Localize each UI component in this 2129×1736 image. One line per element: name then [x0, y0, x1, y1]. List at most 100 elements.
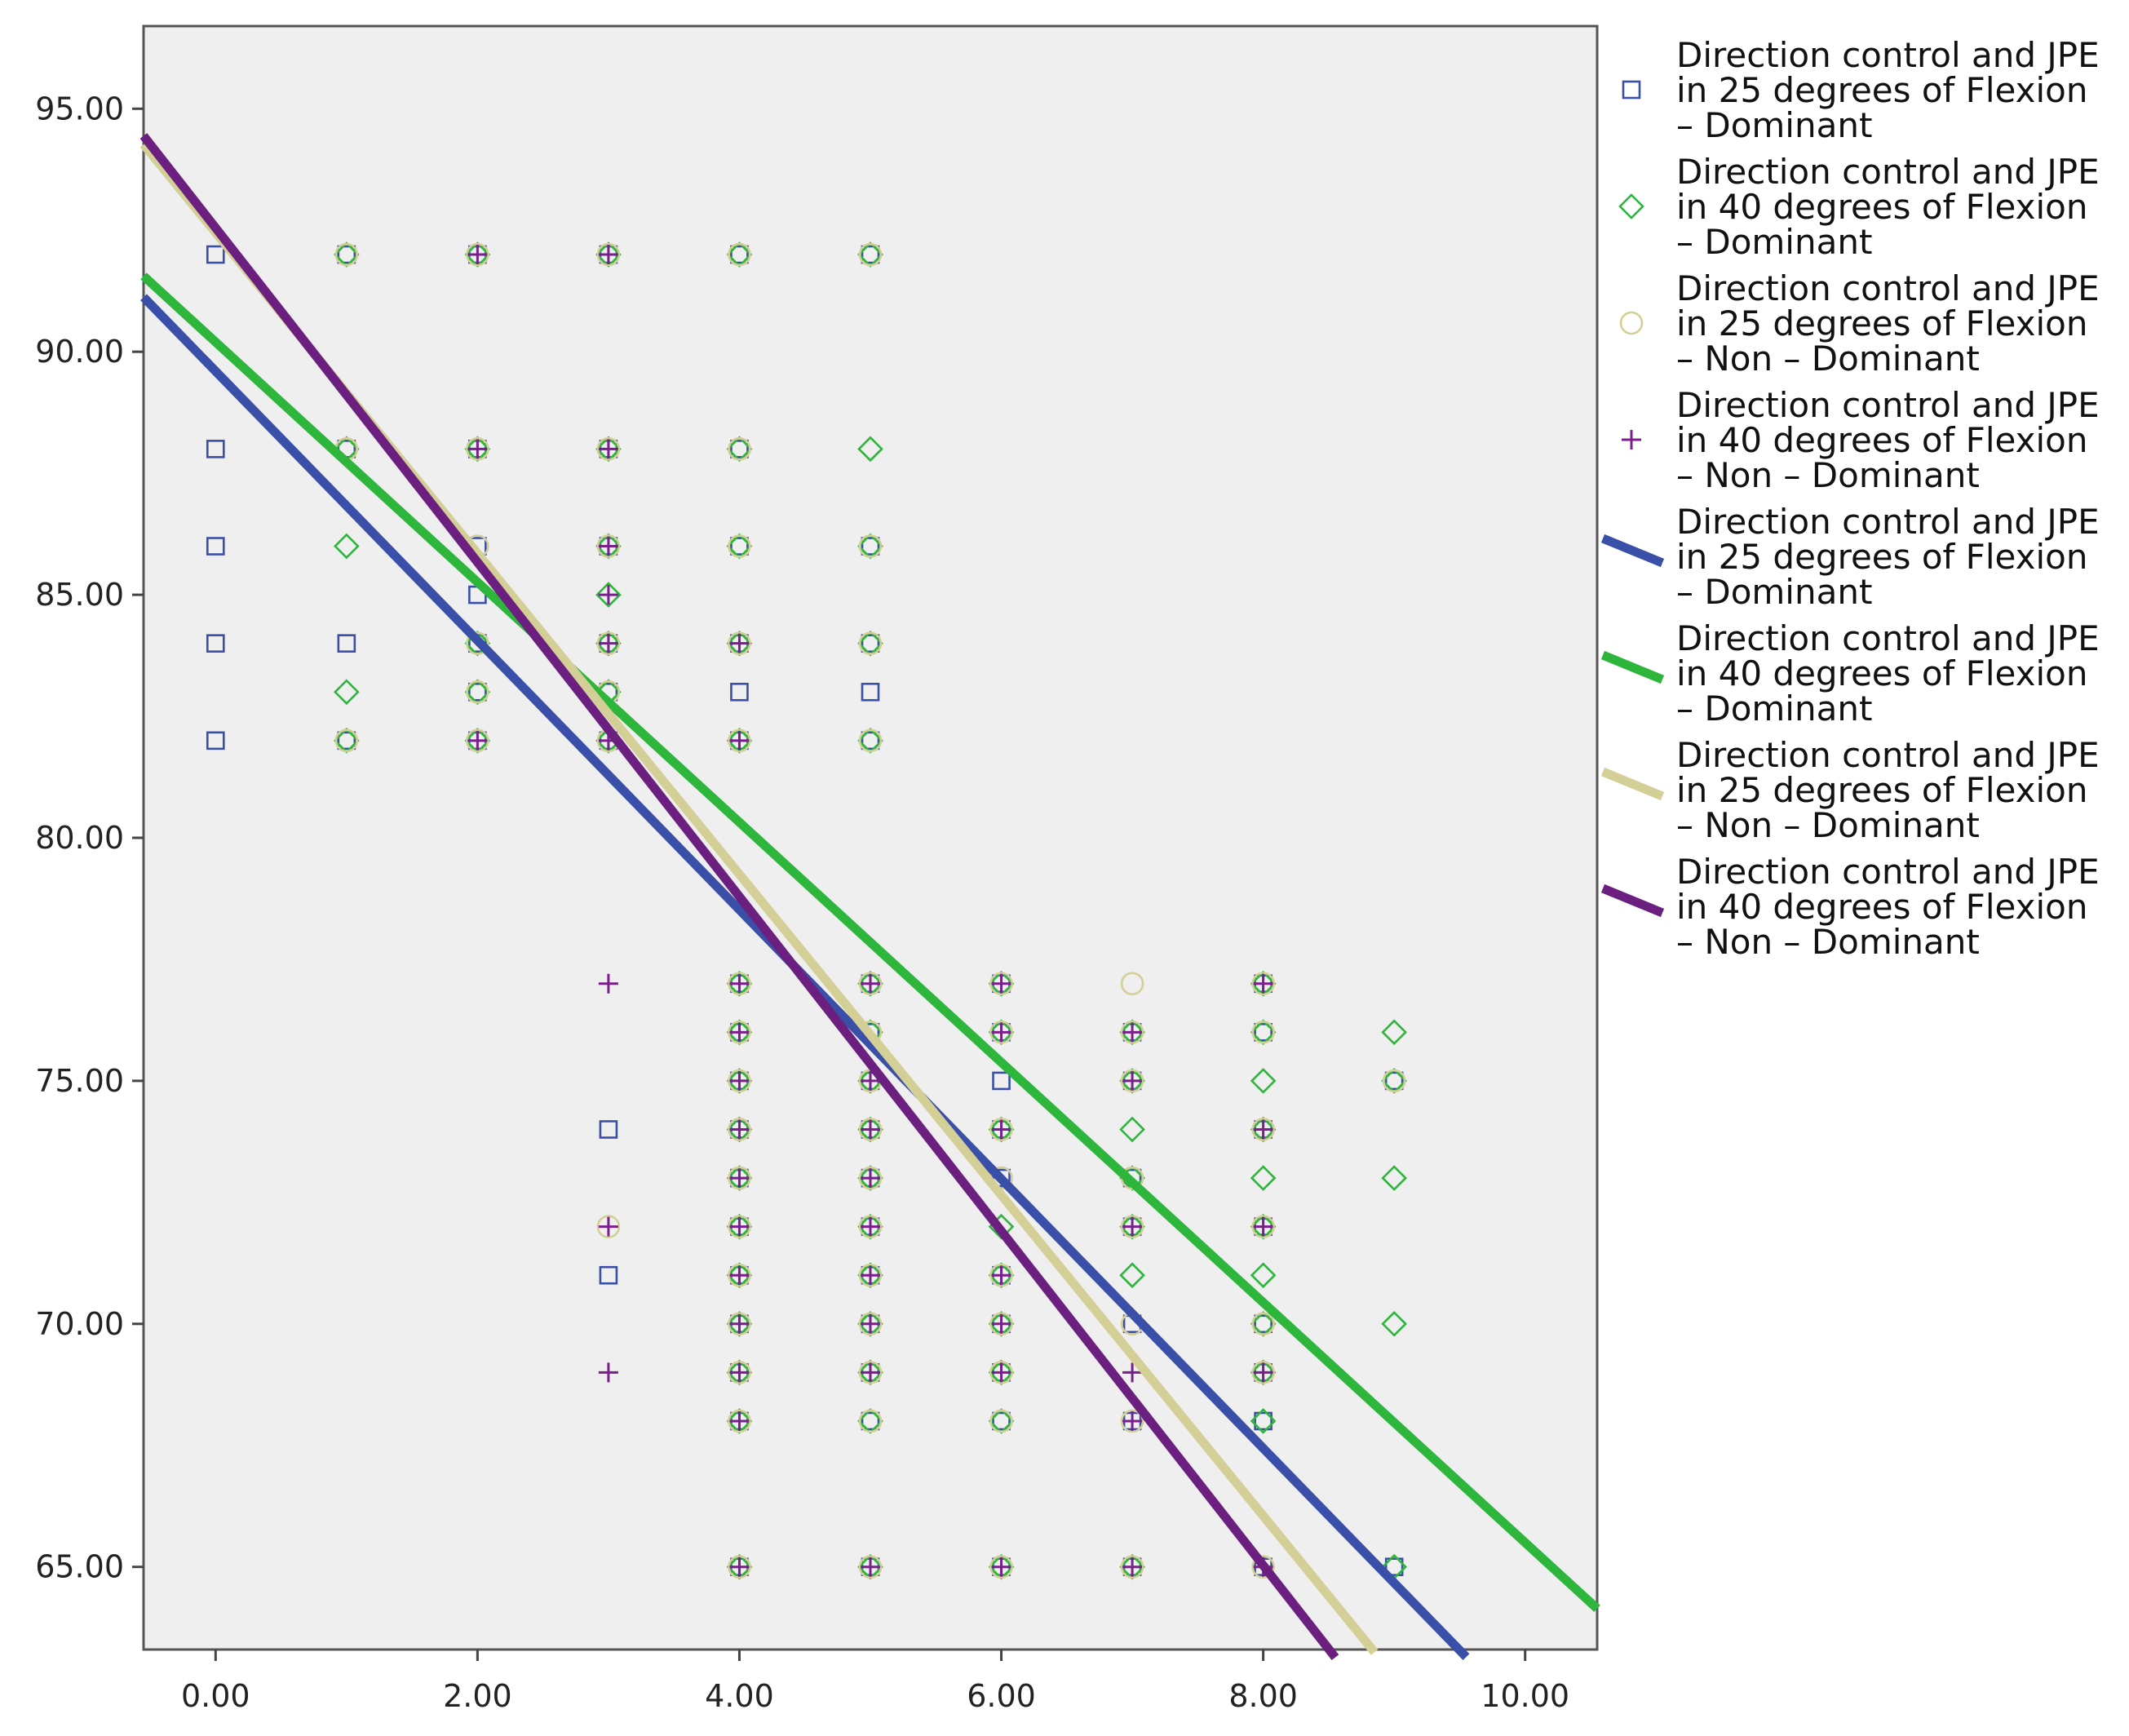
y-tick-label: 75.00 — [35, 1063, 124, 1099]
data-point — [858, 1555, 883, 1579]
legend-label: Direction control and JPE — [1676, 152, 2100, 192]
data-point — [729, 1070, 750, 1091]
data-point — [858, 242, 883, 267]
data-point — [729, 1362, 750, 1383]
x-tick-label: 8.00 — [1228, 1678, 1298, 1714]
y-tick-label: 85.00 — [35, 577, 124, 613]
legend-label: in 25 degrees of Flexion — [1676, 537, 2087, 577]
data-point — [333, 533, 360, 560]
legend-swatch — [1600, 534, 1665, 568]
data-point — [1120, 1069, 1144, 1093]
data-point — [1122, 1410, 1143, 1431]
data-point — [728, 728, 751, 753]
data-point — [1122, 1216, 1143, 1237]
data-point — [728, 1361, 751, 1384]
data-point — [861, 537, 880, 556]
data-point — [1122, 1022, 1143, 1043]
legend-swatch — [1619, 311, 1644, 335]
data-point — [1251, 1215, 1275, 1238]
data-point — [1381, 1310, 1408, 1337]
legend-label: – Dominant — [1676, 222, 1872, 262]
data-point — [861, 1216, 880, 1237]
data-point — [598, 973, 618, 994]
data-point — [861, 1362, 880, 1383]
data-point — [989, 1312, 1013, 1336]
data-point — [1384, 1071, 1404, 1091]
legend-label: in 40 degrees of Flexion — [1676, 187, 2087, 227]
data-point — [598, 439, 618, 459]
data-point — [989, 972, 1013, 996]
data-point — [206, 245, 225, 264]
data-point — [728, 242, 751, 267]
data-point — [729, 1119, 750, 1140]
data-point — [206, 537, 225, 556]
data-point — [466, 437, 489, 461]
data-point — [861, 1070, 880, 1091]
data-point — [1381, 1165, 1408, 1191]
legend-label: in 25 degrees of Flexion — [1676, 303, 2087, 343]
data-point — [991, 1119, 1011, 1140]
data-point — [729, 1410, 750, 1431]
legend-label: Direction control and JPE — [1676, 852, 2100, 892]
data-point — [596, 437, 621, 461]
data-point — [1253, 1362, 1273, 1383]
data-point — [989, 1409, 1013, 1433]
data-point — [1120, 972, 1144, 996]
data-point — [858, 1361, 883, 1384]
x-tick-label: 4.00 — [705, 1678, 774, 1714]
data-point — [1119, 1116, 1145, 1143]
data-point — [730, 440, 749, 458]
data-point — [858, 1118, 883, 1141]
legend-label: in 25 degrees of Flexion — [1676, 770, 2087, 810]
data-point — [861, 682, 880, 702]
y-tick-label: 95.00 — [35, 91, 124, 126]
data-point — [861, 973, 880, 994]
legend-label: – Dominant — [1676, 105, 1872, 145]
data-point — [858, 1166, 883, 1190]
legend-label: – Dominant — [1676, 689, 1872, 728]
data-point — [861, 1557, 880, 1577]
legend-label: Direction control and JPE — [1676, 735, 2100, 775]
data-point — [989, 1361, 1013, 1384]
x-tick-label: 2.00 — [443, 1678, 512, 1714]
data-point — [1251, 1555, 1275, 1579]
data-point — [991, 1313, 1011, 1334]
data-point — [858, 728, 883, 753]
data-point — [728, 631, 751, 655]
data-point — [1251, 1021, 1275, 1044]
data-point — [1253, 1216, 1273, 1237]
data-point — [467, 730, 488, 751]
data-point — [861, 634, 880, 653]
legend-label: in 25 degrees of Flexion — [1676, 70, 2087, 110]
data-point — [334, 242, 359, 267]
data-point — [598, 633, 618, 653]
data-point — [861, 1313, 880, 1334]
data-point — [728, 972, 751, 996]
data-point — [728, 1555, 751, 1579]
legend-swatch — [1600, 884, 1665, 918]
data-point — [729, 973, 750, 994]
data-point — [598, 585, 618, 605]
legend-swatch — [1622, 80, 1641, 100]
data-point — [729, 1557, 750, 1577]
data-point — [596, 534, 621, 558]
legend-swatch — [1622, 430, 1641, 450]
data-point — [728, 534, 751, 558]
data-point — [989, 1555, 1013, 1579]
y-tick-label: 80.00 — [35, 820, 124, 856]
data-point — [989, 1118, 1013, 1141]
data-point — [596, 1215, 621, 1238]
data-point — [861, 1411, 880, 1431]
data-point — [857, 436, 883, 463]
data-point — [858, 972, 883, 996]
data-point — [1250, 1262, 1277, 1289]
data-point — [991, 973, 1011, 994]
data-point — [728, 1021, 751, 1044]
data-point — [729, 1216, 750, 1237]
data-point — [729, 633, 750, 653]
